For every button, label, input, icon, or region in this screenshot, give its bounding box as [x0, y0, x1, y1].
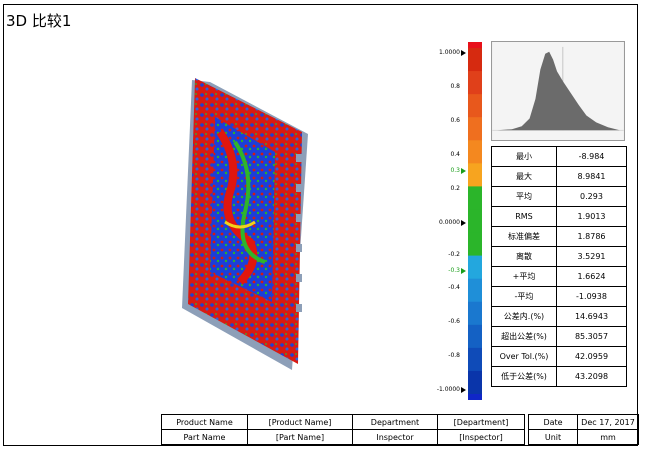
colorbar-tick-label: 0.4 [450, 151, 460, 158]
colorbar-tick-label: -0.2 [448, 251, 460, 258]
colorbar-tick-label: 0.6 [450, 117, 460, 124]
product-name-label: Product Name [161, 414, 248, 430]
deviation-histogram [491, 41, 625, 141]
stat-value: -1.0938 [556, 286, 627, 307]
color-segment [468, 324, 482, 349]
inspector-value: [Inspector] [437, 429, 525, 445]
stat-value: 3.5291 [556, 246, 627, 267]
color-segment [468, 186, 482, 210]
color-segment [468, 163, 482, 187]
stat-label: 离散 [491, 246, 557, 267]
color-scale-bar [461, 42, 482, 400]
stat-value: 85.3057 [556, 326, 627, 347]
color-segment [468, 301, 482, 326]
colorbar-tick-label: -0.3 [448, 267, 460, 274]
stat-row: 平均 0.293 [491, 186, 627, 207]
colorbar-tick-label: -0.8 [448, 352, 460, 359]
department-label: Department [352, 414, 438, 430]
date-label: Date [528, 414, 578, 430]
stat-row: -平均 -1.0938 [491, 286, 627, 307]
stat-label: 低于公差(%) [491, 366, 557, 387]
color-cap [468, 394, 482, 400]
statistics-table: 最小 -8.984 最大 8.9841 平均 0.293 RMS 1.9013 标准偏差 1.87… [491, 146, 627, 387]
color-segment [468, 117, 482, 141]
stat-value: 1.6624 [556, 266, 627, 287]
stat-label: 超出公差(%) [491, 326, 557, 347]
colorbar-tick-label: -0.4 [448, 284, 460, 291]
colorbar-tick-label: 0.8 [450, 83, 460, 90]
unit-label: Unit [528, 429, 578, 445]
stat-value: 1.8786 [556, 226, 627, 247]
stat-row: 标准偏差 1.8786 [491, 226, 627, 247]
stat-value: 42.0959 [556, 346, 627, 367]
stat-row: 公差内.(%) 14.6943 [491, 306, 627, 327]
model-feature-yellow [224, 220, 256, 229]
stat-value: 0.293 [556, 186, 627, 207]
date-info-table: Date Dec 17, 2017 Unit mm [528, 414, 639, 445]
colorbar-marker [461, 220, 466, 226]
color-segment [468, 232, 482, 257]
product-name-value: [Product Name] [247, 414, 353, 430]
colorbar-tick-label: -1.0000 [436, 386, 460, 393]
colorbar-tick-label: 0.2 [450, 185, 460, 192]
stat-label: 公差内.(%) [491, 306, 557, 327]
stat-label: Over Tol.(%) [491, 346, 557, 367]
part-name-value: [Part Name] [247, 429, 353, 445]
colorbar-marker [461, 387, 466, 393]
unit-value: mm [577, 429, 639, 445]
stat-label: 最大 [491, 166, 557, 187]
colorbar-tick-label: 0.3 [450, 167, 460, 174]
3d-deviation-model[interactable] [180, 72, 320, 372]
model-side-ridges [296, 154, 302, 312]
color-segment [468, 140, 482, 164]
stat-value: 8.9841 [556, 166, 627, 187]
department-info-table: Department [Department] Inspector [Inspe… [352, 414, 525, 445]
stat-row: 低于公差(%) 43.2098 [491, 366, 627, 387]
inspector-label: Inspector [352, 429, 438, 445]
stat-row: RMS 1.9013 [491, 206, 627, 227]
colorbar-marker [461, 168, 466, 174]
stat-row: +平均 1.6624 [491, 266, 627, 287]
stat-label: RMS [491, 206, 557, 227]
colorbar-marker [461, 50, 466, 56]
product-info-table: Product Name [Product Name] Part Name [P… [161, 414, 353, 445]
color-segment [468, 278, 482, 303]
department-value: [Department] [437, 414, 525, 430]
colorbar-tick-label: 0.0000 [439, 219, 460, 226]
stat-row: 最小 -8.984 [491, 146, 627, 167]
stat-value: 43.2098 [556, 366, 627, 387]
color-segment [468, 48, 482, 72]
color-cap [468, 42, 482, 48]
stat-label: 标准偏差 [491, 226, 557, 247]
color-segment [468, 209, 482, 234]
date-value: Dec 17, 2017 [577, 414, 639, 430]
stat-value: -8.984 [556, 146, 627, 167]
part-name-label: Part Name [161, 429, 248, 445]
model-feature-red [216, 129, 258, 285]
colorbar-tick-label: 1.0000 [439, 49, 460, 56]
stat-value: 1.9013 [556, 206, 627, 227]
histogram-area [497, 51, 620, 131]
color-segment [468, 370, 482, 395]
stat-label: 最小 [491, 146, 557, 167]
model-surface-core [210, 117, 275, 302]
color-segment [468, 71, 482, 95]
model-feature-green [233, 140, 266, 264]
page-title: 3D 比较1 [6, 12, 72, 30]
color-segment [468, 255, 482, 280]
color-segment [468, 347, 482, 372]
color-legend: 1.0000 0.8 0.6 0.4 0.3 0.2 0.0000 -0.2 -0.3 -0.4 -… [430, 40, 500, 400]
colorbar-tick-label: -0.6 [448, 318, 460, 325]
stat-label: -平均 [491, 286, 557, 307]
stat-row: 超出公差(%) 85.3057 [491, 326, 627, 347]
stat-row: Over Tol.(%) 42.0959 [491, 346, 627, 367]
stat-row: 离散 3.5291 [491, 246, 627, 267]
stat-row: 最大 8.9841 [491, 166, 627, 187]
stat-value: 14.6943 [556, 306, 627, 327]
color-segment [468, 94, 482, 118]
report-frame [3, 4, 638, 446]
stat-label: +平均 [491, 266, 557, 287]
stat-label: 平均 [491, 186, 557, 207]
colorbar-marker [461, 268, 466, 274]
